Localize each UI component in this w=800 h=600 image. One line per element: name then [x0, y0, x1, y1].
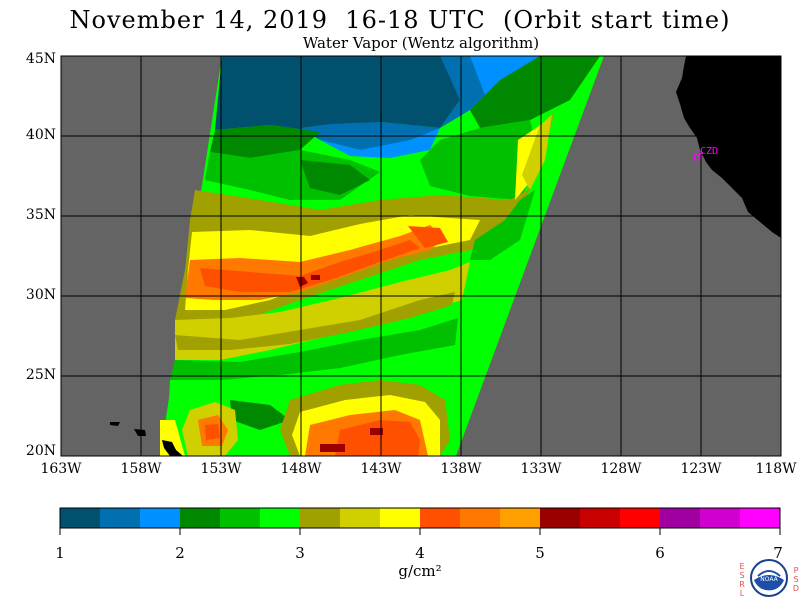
- colorbar-label-2: 2: [175, 544, 185, 562]
- colorbar-swatch: [540, 508, 581, 528]
- hawaii-island-3: [162, 440, 183, 456]
- lon-label-148w: 148W: [280, 461, 322, 477]
- logo-letter: S: [739, 571, 745, 580]
- logo-letter: R: [739, 580, 745, 589]
- noaa-emblem-icon: NOAA: [750, 559, 788, 597]
- map-subtitle: Water Vapor (Wentz algorithm): [302, 34, 540, 52]
- logo-letter: L: [739, 589, 745, 598]
- lon-label-138w: 138W: [440, 461, 482, 477]
- colorbar-label-6: 6: [655, 544, 665, 562]
- lat-label-25: 25N: [25, 367, 56, 383]
- california-land: [676, 56, 781, 238]
- logo-letter: D: [792, 584, 800, 593]
- satellite-swath: [160, 56, 604, 456]
- logo-letter: E: [739, 562, 745, 571]
- colorbar-swatch: [140, 508, 181, 528]
- colorbar-unit: g/cm²: [398, 562, 442, 580]
- colorbar-swatch: [220, 508, 261, 528]
- lon-label-118w: 118W: [755, 461, 797, 477]
- logo-letter: P: [793, 566, 799, 575]
- lat-label-40: 40N: [25, 127, 56, 143]
- lon-label-158w: 158W: [120, 461, 162, 477]
- colorbar-label-1: 1: [55, 544, 65, 562]
- noaa-logo: E S R L NOAA P S D: [736, 556, 800, 600]
- colorbar-label-4: 4: [415, 544, 425, 562]
- map-frame: [60, 55, 782, 457]
- colorbar-label-5: 5: [535, 544, 545, 562]
- colorbar-swatch: [60, 508, 101, 528]
- colorbar-swatch: [700, 508, 741, 528]
- lon-label-123w: 123W: [680, 461, 722, 477]
- colorbar-swatch: [340, 508, 381, 528]
- map-title: November 14, 2019 16-18 UTC (Orbit start…: [69, 6, 731, 34]
- colorbar-swatch: [740, 508, 781, 528]
- colorbar-frame: [59, 507, 781, 529]
- colorbar-swatch: [420, 508, 461, 528]
- colorbar-swatch: [260, 508, 301, 528]
- colorbar-swatch: [500, 508, 541, 528]
- colorbar-label-3: 3: [295, 544, 305, 562]
- lon-label-143w: 143W: [360, 461, 402, 477]
- colorbar-swatch: [580, 508, 621, 528]
- station-label: CZD: [700, 146, 719, 157]
- colorbar: [60, 508, 781, 528]
- colorbar-swatch: [660, 508, 701, 528]
- lat-label-35: 35N: [25, 207, 56, 223]
- colorbar-swatch: [100, 508, 141, 528]
- lon-label-163w: 163W: [40, 461, 82, 477]
- lon-label-133w: 133W: [520, 461, 562, 477]
- lat-lon-grid: [61, 56, 781, 456]
- colorbar-label-7: 7: [773, 544, 783, 562]
- lat-label-20: 20N: [25, 443, 56, 459]
- hawaii-islands: [110, 422, 120, 426]
- colorbar-swatch: [380, 508, 421, 528]
- colorbar-swatch: [620, 508, 661, 528]
- lat-label-30: 30N: [25, 287, 56, 303]
- colorbar-swatch: [180, 508, 221, 528]
- lat-label-45: 45N: [25, 51, 56, 67]
- station-marker: [693, 153, 701, 161]
- hawaii-island-2: [134, 429, 146, 436]
- lon-label-153w: 153W: [200, 461, 242, 477]
- colorbar-swatch: [300, 508, 341, 528]
- lon-label-128w: 128W: [600, 461, 642, 477]
- colorbar-swatch: [460, 508, 501, 528]
- logo-text: NOAA: [760, 576, 778, 583]
- logo-letter: S: [793, 575, 799, 584]
